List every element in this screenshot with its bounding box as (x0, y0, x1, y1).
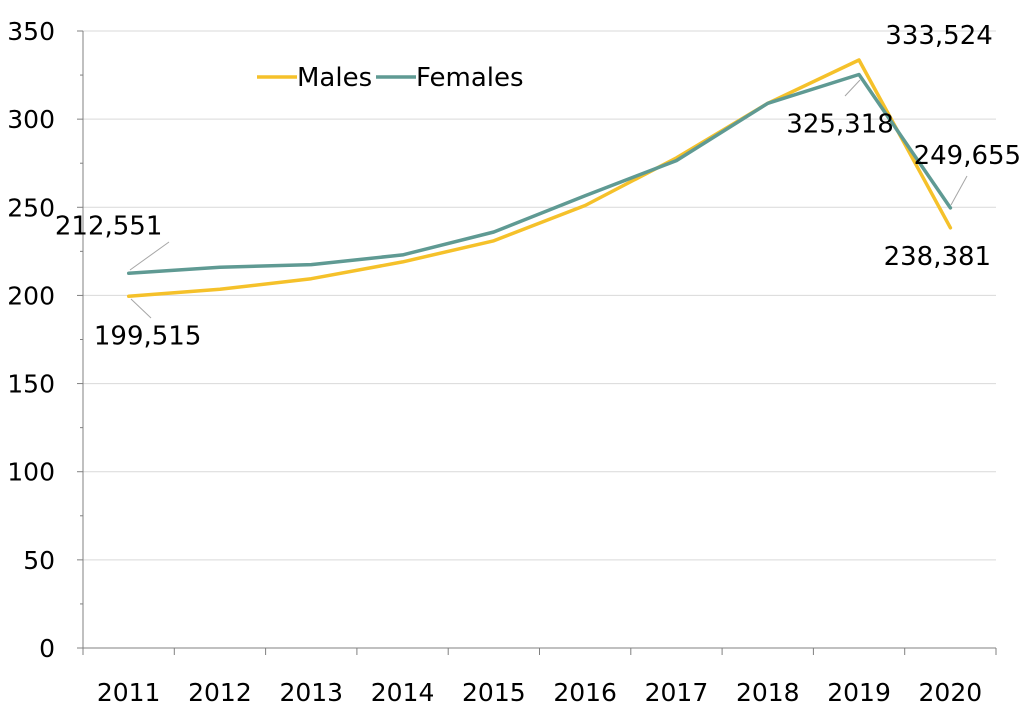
y-tick-label-100: 100 (7, 458, 55, 487)
y-tick-label-0: 0 (39, 634, 55, 663)
data-label-males-2011: 199,515 (94, 321, 202, 351)
y-tick-label-50: 50 (23, 546, 55, 575)
data-labels: 212,551 199,515 333,524 325,318 249,655 238,3… (55, 21, 1021, 351)
x-tick-label-2011: 2011 (97, 678, 161, 707)
data-label-females-2019: 325,318 (786, 110, 894, 140)
x-tick-label-2019: 2019 (827, 678, 891, 707)
series-lines (126, 58, 953, 299)
legend: Males Females (257, 63, 524, 93)
axes (77, 30, 997, 655)
data-label-leaders (129, 79, 968, 319)
leader-line-females-2020 (950, 175, 968, 206)
y-tick-label-150: 150 (7, 370, 55, 399)
x-tick-label-2018: 2018 (736, 678, 800, 707)
x-axis-tick-labels: 2011 2012 2013 2014 2015 2016 2017 2018 2019 2020 (97, 678, 982, 707)
y-tick-label-350: 350 (7, 17, 55, 46)
y-tick-label-300: 300 (7, 105, 55, 134)
x-tick-label-2017: 2017 (645, 678, 709, 707)
legend-label-females: Females (416, 63, 524, 93)
data-label-males-2020: 238,381 (884, 242, 992, 272)
data-label-females-2011: 212,551 (55, 211, 163, 241)
leader-line-females-2011 (129, 241, 170, 271)
x-tick-label-2014: 2014 (371, 678, 435, 707)
data-label-females-2020: 249,655 (914, 141, 1022, 171)
data-label-males-2019: 333,524 (885, 21, 993, 51)
y-tick-label-250: 250 (7, 193, 55, 222)
x-tick-label-2016: 2016 (553, 678, 617, 707)
x-tick-label-2012: 2012 (188, 678, 252, 707)
x-tick-label-2020: 2020 (919, 678, 983, 707)
gridlines (83, 30, 996, 561)
x-tick-label-2015: 2015 (462, 678, 526, 707)
y-axis-tick-labels: 0 50 100 150 200 250 300 350 (7, 17, 55, 663)
legend-label-males: Males (297, 63, 372, 93)
y-tick-label-200: 200 (7, 281, 55, 310)
series-line-females (126, 72, 953, 276)
series-line-males (126, 58, 953, 299)
leader-line-females-2019 (844, 79, 861, 97)
x-tick-label-2013: 2013 (279, 678, 343, 707)
leader-line-males-2011 (130, 298, 152, 319)
